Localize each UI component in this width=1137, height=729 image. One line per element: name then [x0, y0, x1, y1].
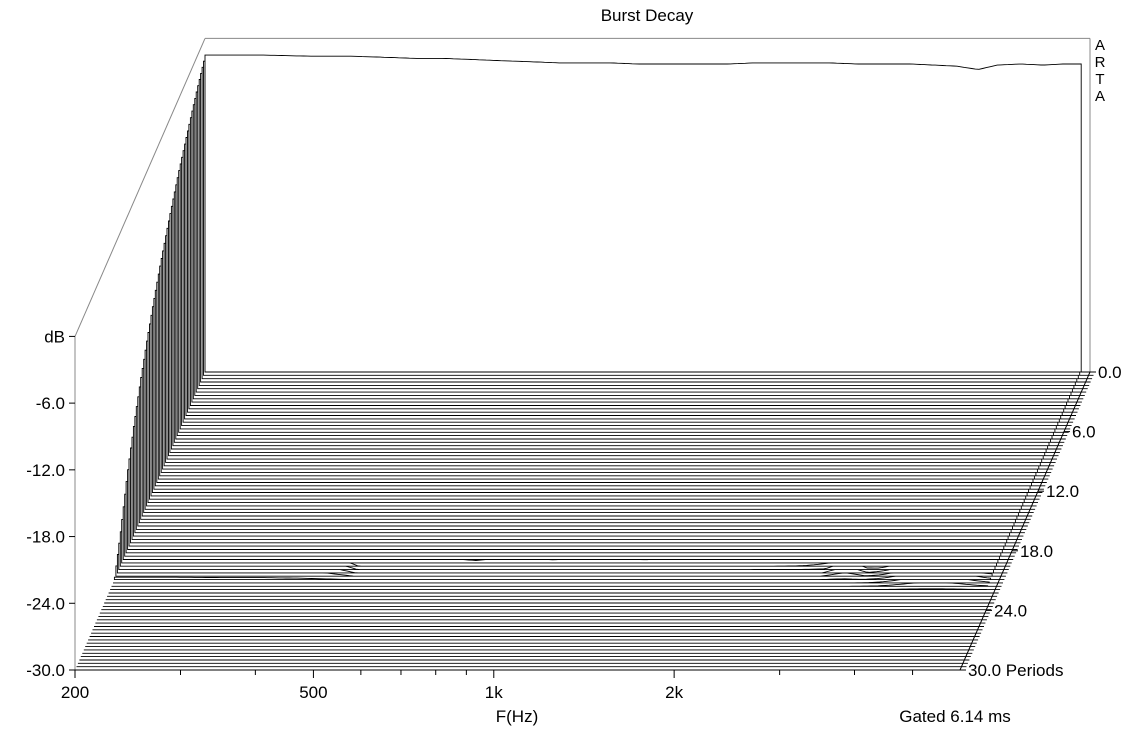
z-tick-label: 12.0	[1046, 482, 1079, 501]
chart-title: Burst Decay	[601, 6, 694, 25]
y-tick-label: -18.0	[26, 528, 65, 547]
decay-slice	[204, 54, 1095, 373]
z-axis-line	[959, 371, 1091, 671]
watermark-letter: T	[1095, 71, 1104, 88]
watermark-letter: A	[1095, 88, 1105, 105]
z-tick-label: 30.0 Periods	[968, 661, 1063, 680]
x-tick-label: 2k	[665, 683, 683, 702]
y-tick-label: -30.0	[26, 661, 65, 680]
watermark-letter: A	[1095, 37, 1105, 54]
x-tick-label: 1k	[485, 683, 503, 702]
axes: dB -6.0 -12.0 -18.0 -24.0 -30.0 200 500 1k 2k 0.0 6…	[26, 327, 1121, 702]
decay-slice	[110, 588, 1001, 591]
plot-frame	[74, 37, 1091, 670]
gating-note: Gated 6.14 ms	[899, 707, 1011, 726]
z-tick-label: 0.0	[1098, 363, 1122, 382]
z-tick-label: 18.0	[1020, 542, 1053, 561]
y-tick-label: -24.0	[26, 594, 65, 613]
x-tick-label: 200	[61, 683, 89, 702]
y-tick-label: -12.0	[26, 461, 65, 480]
z-tick-label: 6.0	[1072, 423, 1096, 442]
y-tick-label: dB	[44, 327, 65, 346]
decay-slices	[75, 54, 1095, 671]
watermark-letter: R	[1095, 54, 1106, 71]
x-axis-label: F(Hz)	[496, 707, 538, 726]
z-tick-label: 24.0	[994, 601, 1027, 620]
side-wall-top-edge	[74, 38, 206, 337]
y-tick-label: -6.0	[36, 394, 65, 413]
decay-slice	[113, 574, 1003, 584]
decay-slice	[113, 568, 1005, 581]
x-tick-label: 500	[299, 683, 327, 702]
decay-slice	[111, 581, 1002, 587]
